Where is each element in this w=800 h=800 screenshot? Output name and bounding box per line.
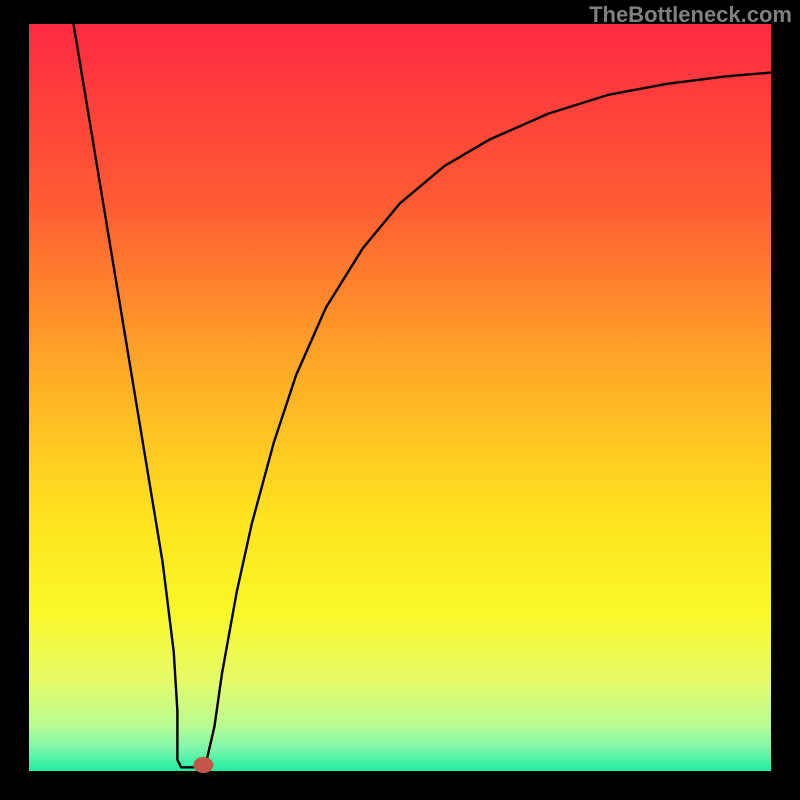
plot-area xyxy=(29,24,771,771)
chart-frame: TheBottleneck.com xyxy=(0,0,800,800)
